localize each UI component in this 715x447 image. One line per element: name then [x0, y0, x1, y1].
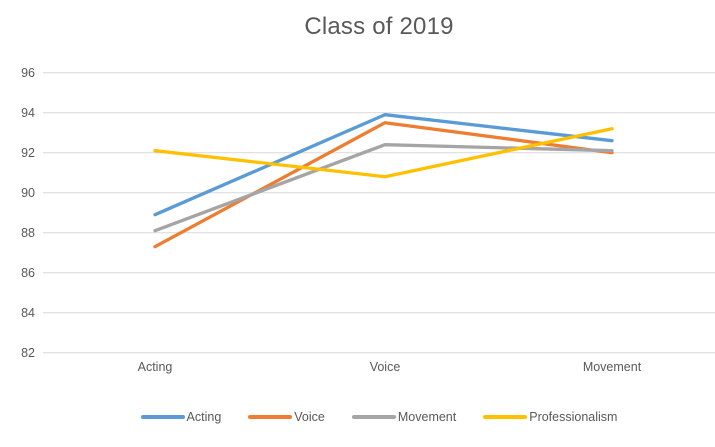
legend-label-professionalism: Professionalism: [529, 409, 618, 424]
y-axis-tick-label: 88: [21, 226, 35, 240]
legend-line-swatch-professionalism: [483, 415, 528, 419]
series-line-voice: [153, 121, 614, 249]
legend-item-voice: Voice: [248, 411, 325, 424]
x-axis-category-label: Voice: [370, 360, 401, 374]
series-line-professionalism: [153, 127, 614, 179]
y-axis-tick-label: 92: [21, 146, 35, 160]
legend-label-acting: Acting: [186, 409, 222, 424]
y-axis-tick-label: 94: [21, 106, 35, 120]
legend-line-swatch-voice: [248, 415, 293, 419]
x-axis-category-label: Acting: [138, 360, 173, 374]
y-axis-tick-label: 90: [21, 186, 35, 200]
legend-line-swatch-acting: [140, 415, 185, 419]
legend-item-professionalism: Professionalism: [483, 411, 617, 424]
x-axis-category-label: Movement: [583, 360, 642, 374]
y-axis-tick-label: 86: [21, 266, 35, 280]
legend-item-movement: Movement: [351, 409, 457, 424]
legend-line-swatch-movement: [351, 415, 396, 419]
chart-title: Class of 2019: [304, 13, 454, 40]
y-axis-tick-label: 82: [21, 346, 35, 360]
legend-item-acting: Acting: [140, 409, 222, 424]
legend-label-movement: Movement: [397, 409, 457, 424]
series-line-acting: [153, 113, 614, 217]
y-axis-tick-label: 96: [21, 66, 35, 80]
legend: Acting Voice Movement Professionalism: [43, 405, 715, 429]
legend-label-voice: Voice: [294, 409, 325, 424]
series-line-movement: [153, 143, 614, 233]
y-axis-tick-label: 84: [21, 306, 35, 320]
